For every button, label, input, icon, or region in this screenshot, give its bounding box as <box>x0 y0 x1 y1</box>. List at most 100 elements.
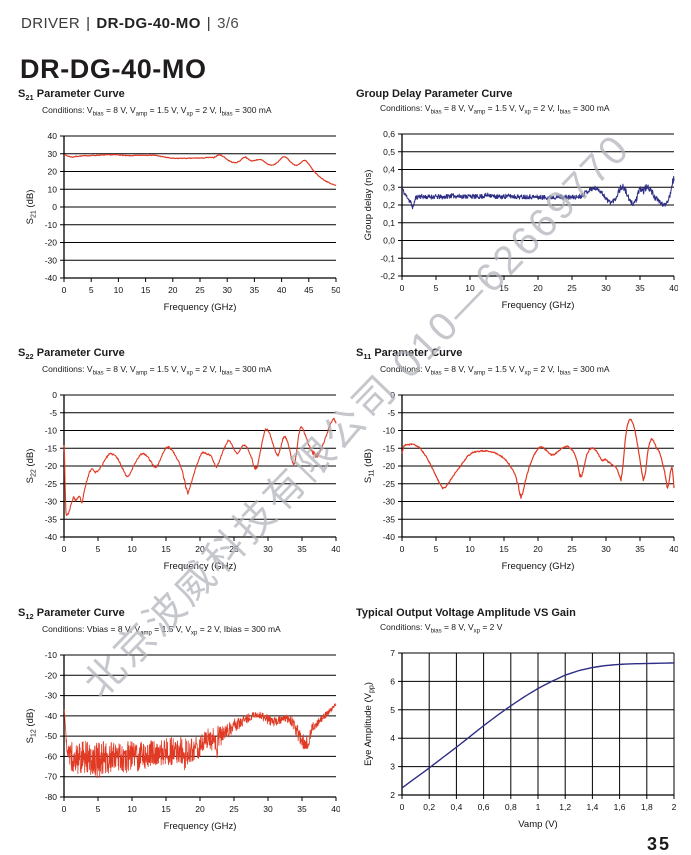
svg-text:35: 35 <box>250 285 260 295</box>
breadcrumb: DRIVER | DR-DG-40-MO | 3/6 <box>21 15 239 32</box>
svg-text:-40: -40 <box>45 273 58 283</box>
svg-text:35: 35 <box>635 544 645 554</box>
svg-text:-5: -5 <box>387 408 395 418</box>
chart-canvas: 0,6 0,5 0,4 0,3 0,2 0,1 0,0 -0,1 -0,2 0 5 10 15 20 25 3… <box>356 126 686 327</box>
svg-text:-40: -40 <box>383 532 396 542</box>
svg-text:-20: -20 <box>45 670 58 680</box>
chart-title: S12 Parameter Curve <box>18 607 125 622</box>
chart-canvas: 0 -5 -10 -15 -20 -25 -30 -35 -40 0 5 10 15 20 25 30 35 40… <box>18 387 348 588</box>
svg-text:40: 40 <box>669 283 678 293</box>
svg-text:20: 20 <box>195 804 205 814</box>
svg-text:Frequency (GHz): Frequency (GHz) <box>502 561 575 572</box>
svg-text:5: 5 <box>434 283 439 293</box>
svg-text:-10: -10 <box>45 220 58 230</box>
svg-text:0: 0 <box>400 802 405 812</box>
svg-text:0: 0 <box>62 544 67 554</box>
svg-text:0,4: 0,4 <box>383 164 395 174</box>
svg-text:-40: -40 <box>45 711 58 721</box>
chart-conditions: Conditions: Vbias = 8 V, Vamp = 1.5 V, V… <box>380 364 610 377</box>
svg-text:1,2: 1,2 <box>559 802 571 812</box>
svg-text:-20: -20 <box>383 461 396 471</box>
svg-text:1,6: 1,6 <box>614 802 626 812</box>
svg-text:S11 (dB): S11 (dB) <box>363 449 376 483</box>
svg-text:0: 0 <box>400 283 405 293</box>
svg-text:15: 15 <box>141 285 151 295</box>
svg-text:10: 10 <box>465 544 475 554</box>
svg-text:30: 30 <box>222 285 232 295</box>
svg-text:1: 1 <box>536 802 541 812</box>
chart-block-s11: S11 Parameter Curve Conditions: Vbias = … <box>356 347 686 588</box>
svg-text:5: 5 <box>434 544 439 554</box>
svg-text:Group delay (ns): Group delay (ns) <box>363 169 374 240</box>
svg-text:-10: -10 <box>45 650 58 660</box>
chart-conditions: Conditions: Vbias = 8 V, Vamp = 1.5 V, V… <box>42 624 281 637</box>
svg-text:40: 40 <box>277 285 287 295</box>
svg-text:0,2: 0,2 <box>383 200 395 210</box>
chart-block-s21: S21 Parameter Curve Conditions: Vbias = … <box>18 88 348 329</box>
svg-text:-15: -15 <box>45 443 58 453</box>
chart-title: Typical Output Voltage Amplitude VS Gain <box>356 607 576 619</box>
svg-text:5: 5 <box>96 544 101 554</box>
svg-text:0: 0 <box>52 202 57 212</box>
svg-text:1,8: 1,8 <box>641 802 653 812</box>
chart-block-s12: S12 Parameter Curve Conditions: Vbias = … <box>18 607 348 848</box>
svg-text:S21 (dB): S21 (dB) <box>25 190 38 225</box>
svg-text:30: 30 <box>601 544 611 554</box>
svg-text:10: 10 <box>114 285 124 295</box>
chart-canvas: -10 -20 -30 -40 -50 -60 -70 -80 0 5 10 15 20 25 30 35 40… <box>18 647 348 848</box>
svg-text:0,6: 0,6 <box>383 129 395 139</box>
svg-text:35: 35 <box>297 544 307 554</box>
svg-text:50: 50 <box>331 285 340 295</box>
svg-text:0,5: 0,5 <box>383 146 395 156</box>
chart-conditions: Conditions: Vbias = 8 V, Vxp = 2 V <box>380 622 503 635</box>
svg-text:30: 30 <box>601 283 611 293</box>
svg-text:10: 10 <box>127 544 137 554</box>
svg-text:25: 25 <box>567 544 577 554</box>
chart-canvas: 40 30 20 10 0 -10 -20 -30 -40 0 5 10 15 20 25 30 35 40 45 5… <box>18 128 348 329</box>
svg-text:-20: -20 <box>45 237 58 247</box>
svg-text:0: 0 <box>62 804 67 814</box>
svg-text:S22 (dB): S22 (dB) <box>25 449 38 484</box>
svg-text:-0,2: -0,2 <box>380 271 395 281</box>
svg-text:20: 20 <box>533 283 543 293</box>
svg-text:35: 35 <box>297 804 307 814</box>
svg-text:15: 15 <box>499 283 509 293</box>
svg-text:3: 3 <box>390 761 395 771</box>
svg-text:5: 5 <box>96 804 101 814</box>
svg-text:Frequency (GHz): Frequency (GHz) <box>164 302 237 313</box>
svg-text:-30: -30 <box>45 496 58 506</box>
svg-text:20: 20 <box>533 544 543 554</box>
svg-text:-25: -25 <box>383 479 396 489</box>
svg-text:0,8: 0,8 <box>505 802 517 812</box>
svg-text:15: 15 <box>161 804 171 814</box>
svg-text:-25: -25 <box>45 479 58 489</box>
svg-text:-80: -80 <box>45 792 58 802</box>
svg-text:-5: -5 <box>49 408 57 418</box>
svg-text:-10: -10 <box>383 425 396 435</box>
svg-text:10: 10 <box>465 283 475 293</box>
svg-text:40: 40 <box>331 544 340 554</box>
svg-text:7: 7 <box>390 648 395 658</box>
svg-text:-60: -60 <box>45 751 58 761</box>
svg-text:10: 10 <box>48 184 58 194</box>
svg-text:-30: -30 <box>45 690 58 700</box>
svg-text:-35: -35 <box>383 514 396 524</box>
svg-text:20: 20 <box>168 285 178 295</box>
chart-title: S11 Parameter Curve <box>356 347 463 362</box>
svg-text:4: 4 <box>390 733 395 743</box>
svg-text:-70: -70 <box>45 772 58 782</box>
svg-text:5: 5 <box>89 285 94 295</box>
svg-text:-50: -50 <box>45 731 58 741</box>
breadcrumb-product: DR-DG-40-MO <box>96 15 201 32</box>
svg-text:15: 15 <box>161 544 171 554</box>
chart-canvas: 0 -5 -10 -15 -20 -25 -30 -35 -40 0 5 10 15 20 25 30 35 40… <box>356 387 686 588</box>
svg-text:-35: -35 <box>45 514 58 524</box>
svg-text:0,3: 0,3 <box>383 182 395 192</box>
chart-conditions: Conditions: Vbias = 8 V, Vamp = 1.5 V, V… <box>42 364 272 377</box>
svg-text:Vamp (V): Vamp (V) <box>518 819 557 830</box>
breadcrumb-page-number: 3/6 <box>217 15 240 32</box>
svg-text:40: 40 <box>331 804 340 814</box>
svg-text:20: 20 <box>48 166 58 176</box>
breadcrumb-section: DRIVER <box>21 15 81 32</box>
svg-text:0,2: 0,2 <box>423 802 435 812</box>
